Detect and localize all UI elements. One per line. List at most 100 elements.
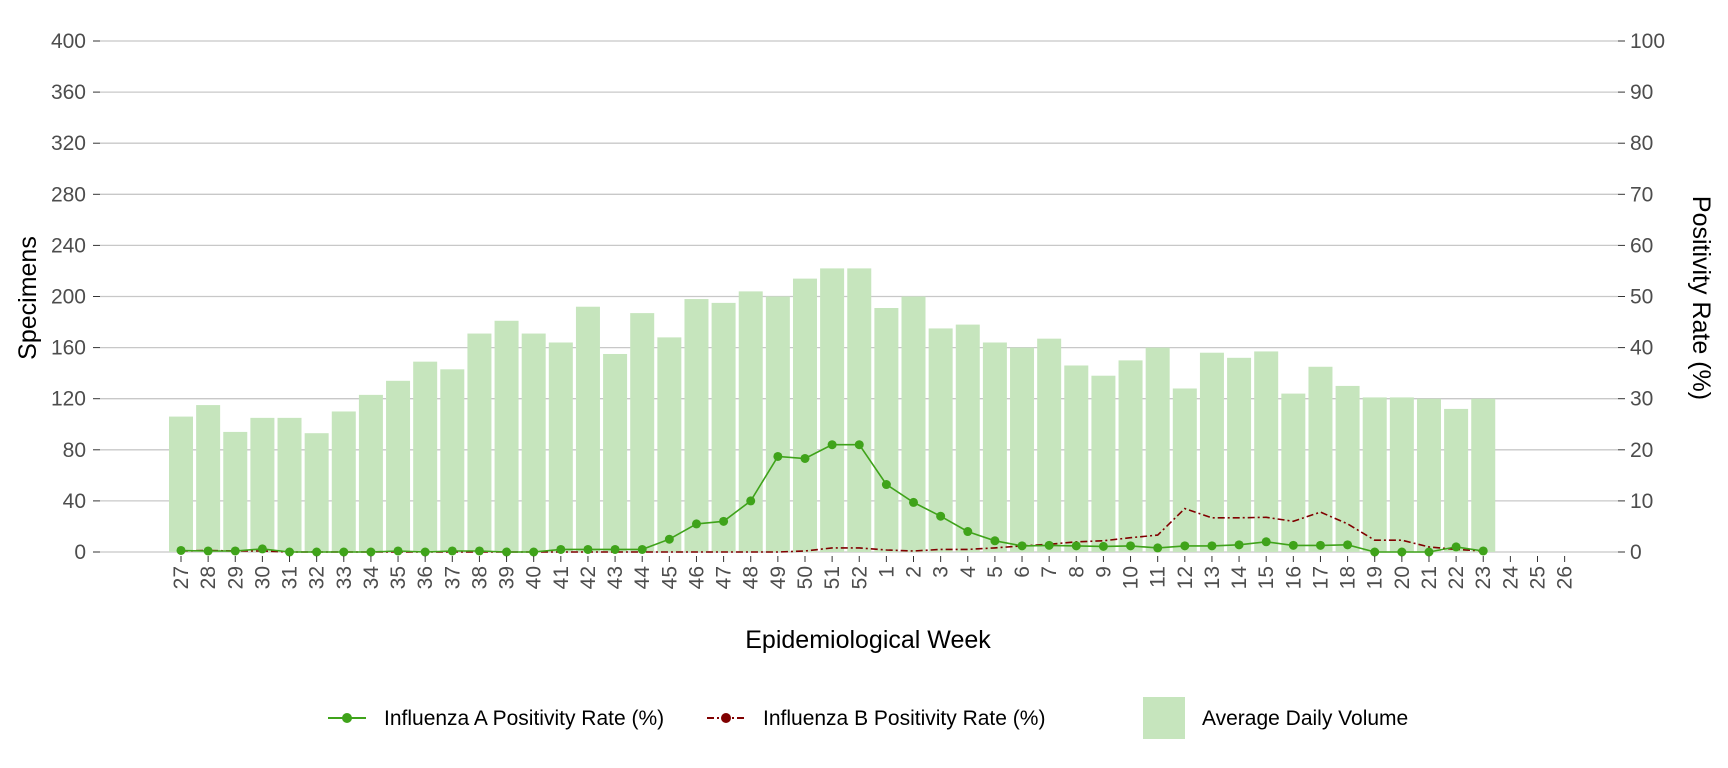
influenza-a-point <box>502 547 512 557</box>
volume-bar <box>1172 388 1197 552</box>
volume-bar <box>196 405 221 552</box>
x-tick-label: 31 <box>279 566 302 589</box>
influenza-a-point <box>556 544 566 554</box>
volume-bar <box>331 411 356 552</box>
influenza-a-point <box>1424 547 1434 557</box>
influenza-a-point <box>1288 540 1298 550</box>
y-tick-label: 240 <box>51 234 86 257</box>
x-axis-title: Epidemiological Week <box>745 626 991 654</box>
volume-bar <box>1362 397 1387 552</box>
x-tick-label: 13 <box>1201 566 1224 589</box>
x-tick-label: 22 <box>1445 566 1468 589</box>
influenza-a-point <box>1153 543 1163 553</box>
y-axis-title: Specimens <box>14 236 42 360</box>
volume-bar <box>548 342 573 552</box>
y2-tick-label: 100 <box>1630 30 1665 53</box>
y2-tick-label: 50 <box>1630 286 1653 309</box>
x-tick-label: 11 <box>1147 566 1170 588</box>
y-tick-label: 320 <box>51 132 86 155</box>
legend-volume-label: Average Daily Volume <box>1202 707 1408 730</box>
influenza-a-point <box>1017 541 1027 551</box>
y2-tick-label: 20 <box>1630 439 1653 462</box>
volume-bar <box>765 296 790 552</box>
y2-tick-label: 60 <box>1630 234 1653 257</box>
influenza-a-point <box>1261 537 1271 547</box>
x-tick-label: 25 <box>1527 566 1550 589</box>
x-tick-label: 41 <box>550 566 573 589</box>
y2-tick-label: 10 <box>1630 490 1653 513</box>
volume-bar <box>1471 398 1496 552</box>
x-tick-label: 42 <box>577 566 600 589</box>
influenza-a-point <box>257 544 267 554</box>
volume-bar <box>386 380 411 552</box>
influenza-a-point <box>909 497 919 507</box>
influenza-a-point <box>1071 541 1081 551</box>
influenza-a-point <box>312 547 322 557</box>
legend-item-volume: Average Daily Volume <box>1143 697 1408 739</box>
x-tick-label: 2 <box>903 566 926 578</box>
influenza-a-point <box>1098 541 1108 551</box>
positivity-lines <box>176 440 1488 557</box>
x-tick-label: 48 <box>740 566 763 589</box>
legend-influenza-b-label: Influenza B Positivity Rate (%) <box>763 707 1045 730</box>
x-tick-label: 18 <box>1337 566 1360 589</box>
influenza-a-point <box>420 547 430 557</box>
volume-bar <box>684 299 709 552</box>
volume-bar <box>1199 352 1224 552</box>
x-tick-label: 21 <box>1418 566 1441 589</box>
volume-bar <box>1010 347 1035 552</box>
y-tick-label: 40 <box>63 490 86 513</box>
x-tick-label: 49 <box>767 566 790 589</box>
x-tick-label: 9 <box>1092 566 1115 578</box>
influenza-a-point <box>1044 540 1054 550</box>
x-tick-label: 32 <box>306 566 329 589</box>
volume-bar <box>847 268 872 552</box>
volume-bar <box>1335 385 1360 552</box>
influenza-a-point <box>963 527 973 537</box>
influenza-a-point <box>1478 546 1488 556</box>
x-tick-label: 37 <box>441 566 464 589</box>
legend-influenza-a-marker <box>342 713 352 723</box>
influenza-a-point <box>637 544 647 554</box>
legend-item-influenza-a: Influenza A Positivity Rate (%) <box>328 707 664 730</box>
volume-bar <box>1254 351 1279 552</box>
volume-bar <box>738 291 763 552</box>
volume-bar <box>874 307 899 552</box>
influenza-a-point <box>746 496 756 506</box>
influenza-a-point <box>1234 540 1244 550</box>
influenza-a-point <box>773 451 783 461</box>
volume-bar <box>955 324 980 552</box>
x-tick-label: 30 <box>251 566 274 589</box>
volume-bar <box>223 431 248 552</box>
volume-bar <box>1281 393 1306 552</box>
x-tick-label: 40 <box>523 566 546 589</box>
x-tick-label: 5 <box>984 566 1007 578</box>
x-tick-label: 47 <box>713 566 736 589</box>
influenza-a-point <box>1180 541 1190 551</box>
x-tick-label: 51 <box>821 566 844 589</box>
legend-influenza-b-marker <box>721 713 731 723</box>
x-tick-label: 50 <box>794 566 817 589</box>
x-tick-label: 28 <box>197 566 220 589</box>
volume-bar <box>1064 365 1089 552</box>
volume-bars <box>169 268 1496 552</box>
x-tick-label: 14 <box>1228 566 1251 590</box>
volume-bar <box>413 361 438 552</box>
x-tick-label: 10 <box>1120 566 1143 589</box>
y2-tick-label: 70 <box>1630 183 1653 206</box>
x-tick-label: 44 <box>631 566 654 590</box>
volume-bar <box>575 306 600 552</box>
x-tick-label: 36 <box>414 566 437 589</box>
influenza-a-point <box>339 547 349 557</box>
influenza-a-point <box>664 534 674 544</box>
x-tick-label: 16 <box>1282 566 1305 589</box>
x-tick-label: 15 <box>1255 566 1278 589</box>
y-tick-label: 0 <box>74 541 86 564</box>
x-tick-label: 23 <box>1472 566 1495 589</box>
influenza-a-point <box>854 440 864 450</box>
y-tick-label: 400 <box>51 30 86 53</box>
x-tick-label: 29 <box>224 566 247 589</box>
volume-bar <box>630 313 655 552</box>
volume-bar <box>169 416 193 552</box>
